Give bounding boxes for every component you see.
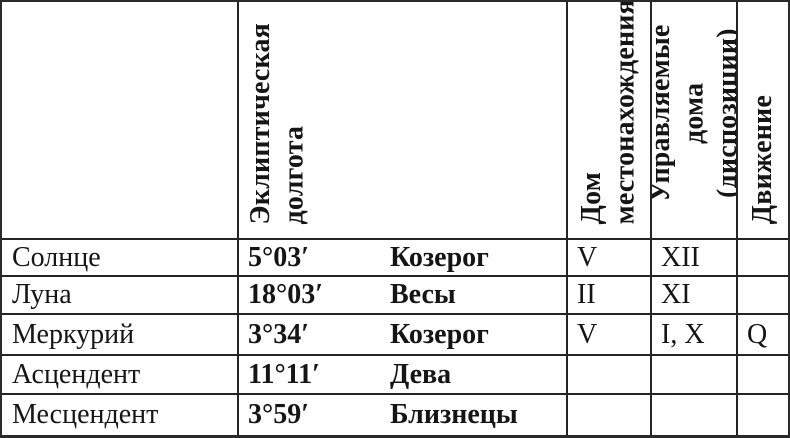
zodiac-sign: Близнецы xyxy=(390,399,518,430)
longitude-value: 11°11′ xyxy=(248,358,320,390)
header-cell-ruled-houses: Управляемые дома (диспозиции) xyxy=(652,2,738,240)
header-cell-motion: Движение xyxy=(738,2,788,240)
body-name: Месцендент xyxy=(12,399,159,430)
ruled-houses-value: XII xyxy=(661,241,700,273)
header-label-ruled-houses: Управляемые дома (диспозиции) xyxy=(652,24,738,202)
body-name: Солнце xyxy=(12,241,101,273)
cell-ecliptic-longitude: 11°11′ Дева xyxy=(239,356,568,395)
body-name: Асцендент xyxy=(12,358,141,390)
cell-house xyxy=(568,395,652,435)
zodiac-sign: Весы xyxy=(390,279,456,310)
cell-ruled-houses: XII xyxy=(652,240,738,277)
cell-motion xyxy=(738,395,788,435)
body-name: Луна xyxy=(12,279,72,310)
cell-ruled-houses xyxy=(652,395,738,435)
cell-house: V xyxy=(568,240,652,277)
cell-body-name: Меркурий xyxy=(2,315,239,356)
zodiac-sign: Козерог xyxy=(390,318,489,350)
cell-ecliptic-longitude: 18°03′ Весы xyxy=(239,277,568,315)
cell-house: V xyxy=(568,315,652,356)
cell-body-name: Асцендент xyxy=(2,356,239,395)
cell-motion xyxy=(738,356,788,395)
cell-ruled-houses xyxy=(652,356,738,395)
house-value: V xyxy=(577,318,598,350)
motion-value: Q xyxy=(747,318,768,350)
header-label-motion: Движение xyxy=(747,94,779,224)
longitude-value: 3°59′ xyxy=(248,399,310,430)
ruled-houses-value: I, X xyxy=(661,318,705,350)
longitude-value: 3°34′ xyxy=(248,318,310,350)
zodiac-sign: Дева xyxy=(390,358,452,390)
cell-motion xyxy=(738,277,788,315)
cell-ecliptic-longitude: 3°34′ Козерог xyxy=(239,315,568,356)
cell-body-name: Солнце xyxy=(2,240,239,277)
longitude-value: 5°03′ xyxy=(248,241,310,273)
header-cell-empty xyxy=(2,2,239,240)
cell-ecliptic-longitude: 5°03′ Козерог xyxy=(239,240,568,277)
zodiac-sign: Козерог xyxy=(390,241,489,273)
longitude-value: 18°03′ xyxy=(248,279,324,310)
cell-house: II xyxy=(568,277,652,315)
header-label-ecliptic-longitude: Эклиптическая долгота xyxy=(245,22,310,224)
house-value: V xyxy=(577,241,598,273)
header-cell-house-of-position: Дом местонахождения xyxy=(568,2,652,240)
header-label-house-of-position: Дом местонахождения xyxy=(576,2,641,224)
cell-body-name: Луна xyxy=(2,277,239,315)
cell-motion: Q xyxy=(738,315,788,356)
body-name: Меркурий xyxy=(12,318,135,350)
ruled-houses-value: XI xyxy=(661,279,691,310)
cell-ruled-houses: XI xyxy=(652,277,738,315)
house-value: II xyxy=(577,279,596,310)
cell-motion xyxy=(738,240,788,277)
cell-ruled-houses: I, X xyxy=(652,315,738,356)
cell-house xyxy=(568,356,652,395)
header-cell-ecliptic-longitude: Эклиптическая долгота xyxy=(239,2,568,240)
cell-ecliptic-longitude: 3°59′ Близнецы xyxy=(239,395,568,435)
cell-body-name: Месцендент xyxy=(2,395,239,435)
